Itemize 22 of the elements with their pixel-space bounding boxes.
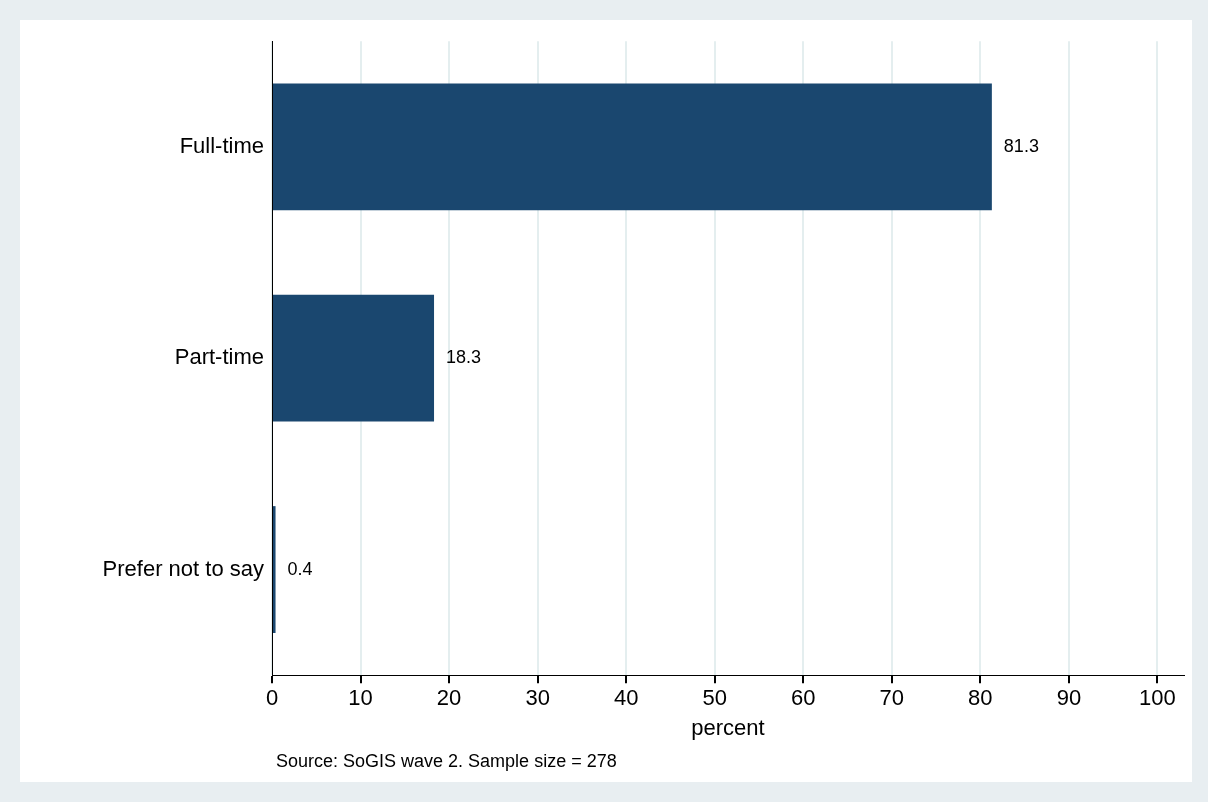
bar [273,506,276,633]
x-tick-label: 30 [525,685,550,711]
x-tick-label: 50 [702,685,727,711]
x-axis-title: percent [691,714,765,740]
y-tick-label: Prefer not to say [102,555,264,581]
x-tick-label: 60 [791,685,816,711]
x-tick-label: 20 [436,685,462,711]
bar [273,83,992,211]
data-label: 0.4 [287,558,313,579]
data-label: 18.3 [446,347,482,368]
x-tick-label: 90 [1056,685,1082,711]
x-tick-label: 100 [1139,685,1176,711]
bar [273,294,435,422]
y-tick-label: Full-time [179,132,264,158]
source-note: Source: SoGIS wave 2. Sample size = 278 [276,750,617,771]
x-tick-label: 40 [613,685,639,711]
x-tick-label: 70 [879,685,905,711]
x-tick-label: 80 [968,685,993,711]
x-tick-label: 10 [348,685,373,711]
data-label: 81.3 [1003,135,1039,156]
x-tick-label: 0 [265,685,279,711]
y-tick-label: Part-time [174,344,264,370]
